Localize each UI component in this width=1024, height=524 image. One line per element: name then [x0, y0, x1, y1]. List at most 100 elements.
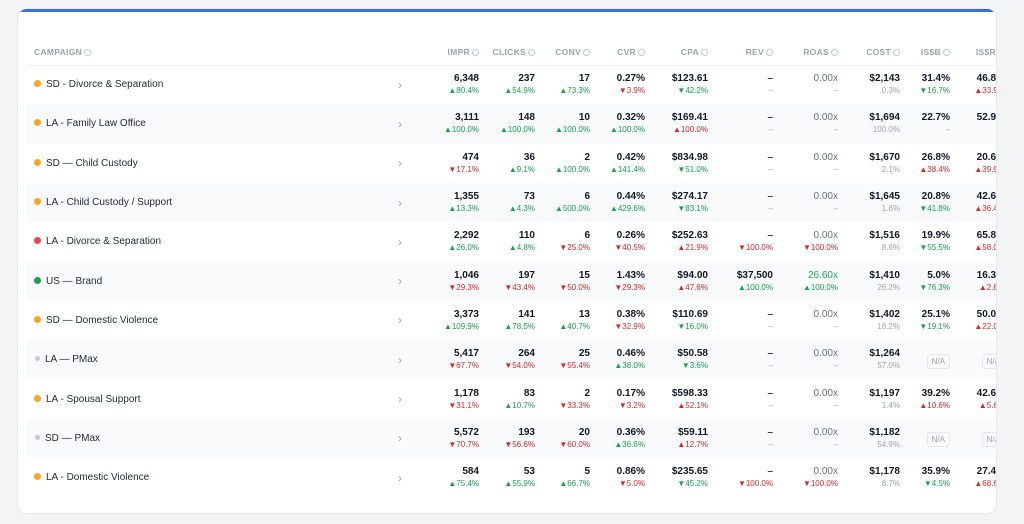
table-row[interactable]: SD — Child Custody › 474 ▼17.1% 36 ▲9.1% 2 ▲100…: [27, 144, 997, 183]
chevron-right-icon[interactable]: ›: [398, 392, 402, 407]
roas-cell: 0.00x –: [777, 301, 842, 340]
table-row[interactable]: LA - Domestic Violence › 584 ▲75.4% 53 ▲55.9%…: [27, 458, 996, 497]
table-row[interactable]: LA - Child Custody / Support › 1,355 ▲13.3%…: [27, 182, 996, 223]
impr-delta: ▼17.1%: [448, 164, 479, 174]
header-clicks[interactable]: CLICKS: [483, 40, 539, 65]
rev-delta: –: [768, 204, 773, 214]
rev-cell: – –: [712, 340, 777, 379]
isb-cell: N/A: [904, 419, 954, 458]
cpa-cell: $110.69 ▼16.0%: [649, 301, 712, 340]
chevron-right-icon[interactable]: ›: [398, 234, 402, 249]
info-icon: [831, 49, 838, 57]
table-row[interactable]: SD — Domestic Violence › 3,373 ▲109.9% 141 ▲7…: [27, 301, 996, 340]
rev-delta: –: [768, 125, 773, 135]
header-roas[interactable]: ROAS: [777, 40, 842, 65]
isr-value: 20.6%: [976, 151, 997, 163]
cpa-delta: ▲21.9%: [677, 243, 708, 253]
cost-value: $1,402: [869, 308, 900, 320]
rev-value: –: [767, 191, 773, 203]
cpa-value: $110.69: [672, 308, 708, 320]
header-isr[interactable]: IS$R: [954, 40, 996, 65]
isr-delta: ▲22.0%: [974, 321, 996, 331]
campaign-cell[interactable]: SD — PMax: [27, 419, 380, 458]
status-dot-icon: [34, 315, 41, 323]
roas-cell: 0.00x –: [777, 144, 842, 183]
isb-delta: ▼4.5%: [923, 479, 950, 489]
rev-value: –: [767, 151, 773, 163]
cvr-value: 1.43%: [616, 269, 645, 281]
chevron-right-icon[interactable]: ›: [398, 274, 402, 289]
chevron-right-icon[interactable]: ›: [398, 116, 402, 131]
conv-cell: 13 ▲40.7%: [539, 301, 594, 340]
rev-value: $37,500: [736, 269, 773, 281]
campaign-cell[interactable]: LA - Spousal Support: [27, 379, 380, 418]
chevron-right-icon[interactable]: ›: [398, 156, 402, 171]
roas-cell: 0.00x ▼100.0%: [777, 222, 842, 261]
campaign-cell[interactable]: SD — Child Custody: [27, 144, 380, 183]
clicks-cell: 53 ▲55.9%: [483, 458, 539, 497]
campaign-cell[interactable]: SD — Domestic Violence: [27, 301, 380, 340]
campaign-cell[interactable]: LA - Domestic Violence: [27, 458, 380, 497]
clicks-cell: 110 ▲4.8%: [483, 222, 539, 261]
roas-value: 0.00x: [813, 466, 838, 478]
campaign-cell[interactable]: LA - Child Custody / Support: [27, 183, 380, 222]
cpa-cell: $235.65 ▼45.2%: [649, 458, 712, 497]
header-isb[interactable]: IS$B: [904, 40, 954, 65]
conv-delta: ▲100.0%: [554, 164, 590, 174]
header-impr[interactable]: IMPR: [420, 40, 483, 65]
rev-delta: ▲100.0%: [737, 282, 773, 292]
conv-delta: ▼33.3%: [559, 400, 590, 410]
chevron-right-icon[interactable]: ›: [398, 77, 402, 92]
impr-value: 3,373: [453, 308, 479, 320]
cpa-delta: ▼3.6%: [681, 361, 708, 371]
table-row[interactable]: LA - Spousal Support › 1,178 ▼31.1% 83 ▲10.7%…: [27, 379, 997, 418]
header-rev[interactable]: REV: [712, 40, 777, 65]
campaign-cell[interactable]: US — Brand: [27, 261, 380, 300]
conv-value: 10: [578, 112, 590, 124]
cpa-value: $123.61: [671, 73, 708, 85]
campaign-name: SD — Child Custody: [46, 157, 138, 169]
impr-cell: 6,348 ▲80.4%: [420, 65, 483, 104]
table-row[interactable]: SD — PMax › 5,572 ▼70.7% 193 ▼56.6% 20 ▼60.0% 0.…: [27, 418, 996, 458]
chevron-right-icon[interactable]: ›: [398, 470, 402, 485]
table-row[interactable]: US — Brand › 1,046 ▼29.3% 197 ▼43.4% 15 ▼50.0% 1…: [27, 261, 996, 301]
rev-cell: – –: [712, 379, 777, 418]
header-cpa[interactable]: CPA: [649, 40, 712, 65]
table-row[interactable]: SD - Divorce & Separation › 6,348 ▲80.4% 237…: [27, 65, 996, 104]
table-row[interactable]: LA - Family Law Office › 3,111 ▲100.0% 148 ▲1…: [27, 104, 996, 144]
isr-value: 42.6%: [976, 387, 997, 399]
clicks-value: 36: [523, 151, 535, 163]
cpa-delta: ▲47.6%: [677, 282, 708, 292]
status-dot-icon: [34, 158, 41, 166]
clicks-delta: ▲78.5%: [504, 321, 535, 331]
cvr-value: 0.38%: [616, 308, 645, 320]
rev-delta: –: [768, 400, 773, 410]
header-campaign[interactable]: CAMPAIGN: [27, 40, 380, 65]
info-icon: [84, 49, 92, 57]
conv-value: 20: [578, 426, 590, 438]
table-row[interactable]: LA — PMax › 5,417 ▼67.7% 264 ▼54.0% 25 ▼55.4% 0.…: [27, 340, 996, 380]
cpa-delta: ▲52.1%: [677, 400, 708, 410]
impr-delta: ▲13.3%: [448, 204, 479, 214]
chevron-right-icon[interactable]: ›: [398, 352, 402, 367]
campaign-cell[interactable]: SD - Divorce & Separation: [27, 65, 380, 104]
cost-cell: $1,410 26.2%: [842, 261, 904, 300]
isb-delta: ▲10.6%: [919, 400, 950, 410]
isb-delta: ▼16.7%: [919, 86, 950, 96]
header-cost[interactable]: COST: [842, 40, 904, 65]
campaign-cell[interactable]: LA - Divorce & Separation: [27, 222, 380, 261]
header-conv[interactable]: CONV: [539, 40, 594, 65]
isr-cell: 16.3%▲2.8%: [954, 261, 996, 300]
chevron-right-icon[interactable]: ›: [398, 195, 402, 210]
campaign-cell[interactable]: LA — PMax: [27, 340, 380, 379]
chevron-right-icon[interactable]: ›: [398, 431, 402, 446]
table-row[interactable]: LA - Divorce & Separation › 2,292 ▲26.0% 110…: [27, 222, 996, 261]
isr-cell: 46.8%▲33.9%: [954, 65, 996, 104]
clicks-value: 197: [518, 269, 535, 281]
chevron-right-icon[interactable]: ›: [398, 313, 402, 328]
rev-value: –: [767, 308, 773, 320]
campaign-cell[interactable]: LA - Family Law Office: [27, 104, 380, 143]
isb-cell: 35.9% ▼4.5%: [904, 458, 954, 497]
header-cvr[interactable]: CVR: [594, 40, 649, 65]
rev-value: –: [767, 73, 773, 85]
